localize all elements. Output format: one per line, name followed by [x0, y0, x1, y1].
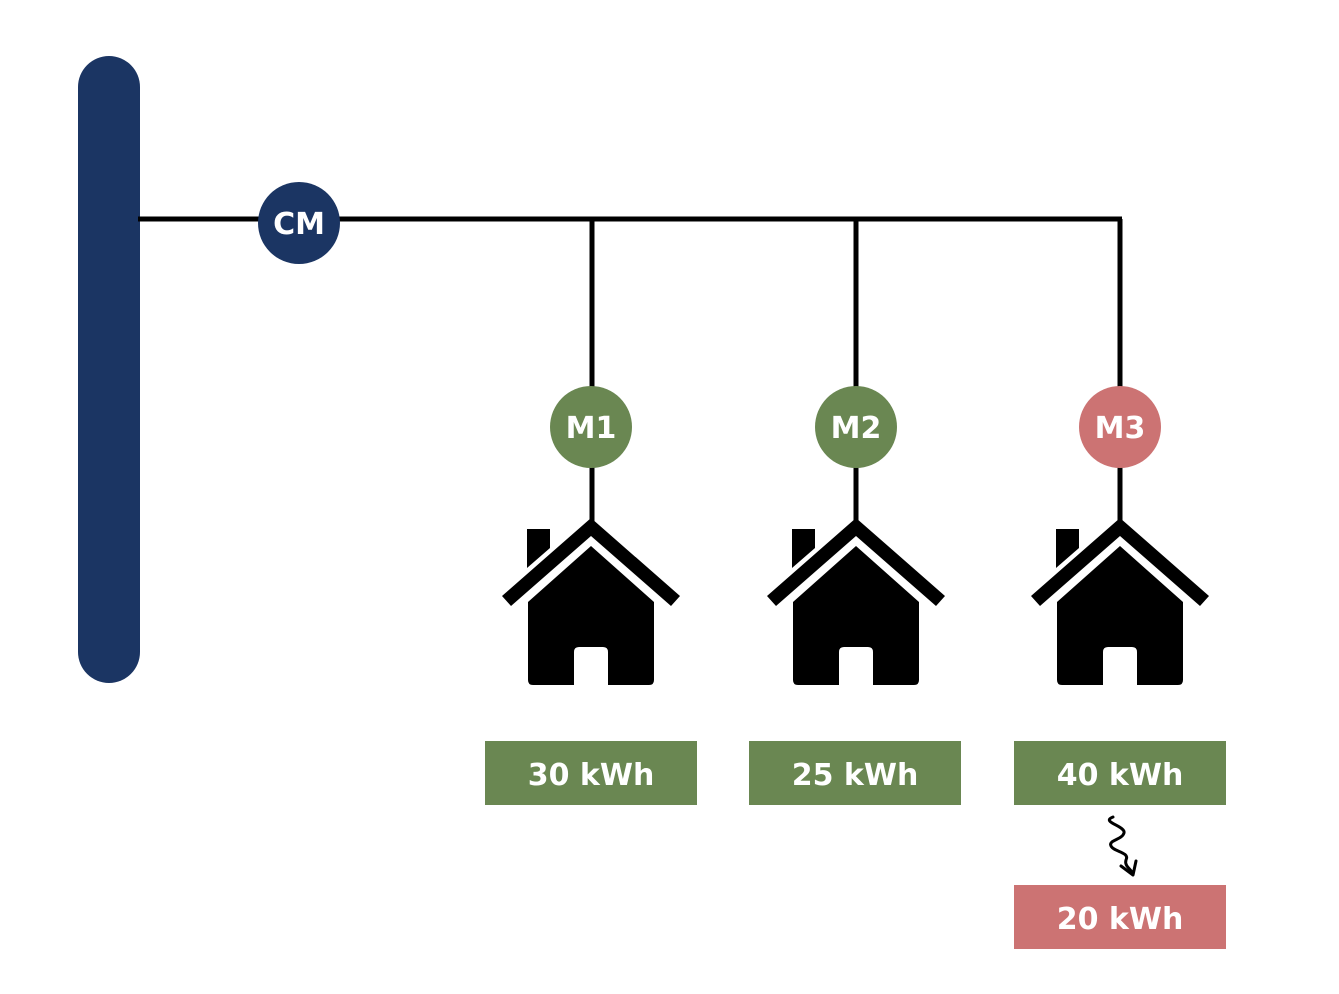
adjusted-consumption-box: [1014, 885, 1226, 949]
consumption-value: 30 kWh: [528, 758, 655, 793]
house-icon: [767, 518, 945, 685]
meter-circle: [550, 386, 632, 468]
consumption-box: [1014, 741, 1226, 805]
squiggle-arrow-icon: [1108, 815, 1138, 877]
central-meter-circle: [258, 182, 340, 264]
consumption-value: 40 kWh: [1057, 758, 1184, 793]
consumption-box: [749, 741, 961, 805]
branch-m2: M2 25 kWh: [749, 219, 961, 805]
branch-m3: M3 40 kWh 20 kWh: [1014, 219, 1226, 949]
meter-circle: [1079, 386, 1161, 468]
meter-label: M1: [566, 411, 617, 446]
consumption-value: 25 kWh: [792, 758, 919, 793]
meter-circle: [815, 386, 897, 468]
supply-bus-bar: [78, 56, 140, 683]
house-icon: [502, 518, 680, 685]
adjusted-consumption-value: 20 kWh: [1057, 902, 1184, 937]
consumption-box: [485, 741, 697, 805]
central-meter: CM: [258, 182, 340, 264]
branch-m1: M1 30 kWh: [485, 219, 697, 805]
meter-label: M2: [831, 411, 882, 446]
central-meter-label: CM: [273, 207, 325, 242]
meter-label: M3: [1095, 411, 1146, 446]
house-icon: [1031, 518, 1209, 685]
